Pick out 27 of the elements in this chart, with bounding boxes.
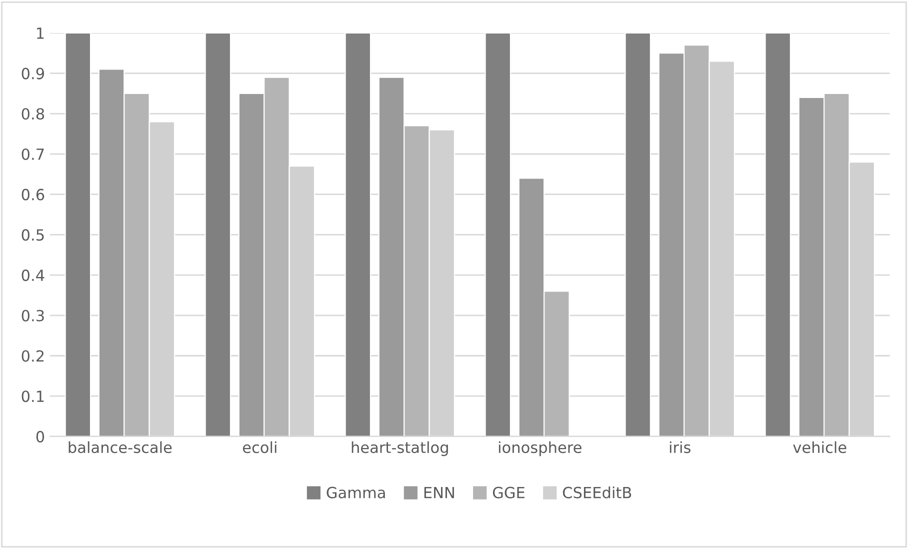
y-tick-label: 0.7 [22, 148, 44, 160]
bar [344, 32, 372, 436]
x-tick-label: iris [670, 441, 690, 454]
y-tick-label: 0.5 [22, 229, 44, 241]
y-tick-label: 0 [36, 430, 44, 442]
x-tick-label: heart-statlog [352, 441, 448, 456]
bar [64, 32, 92, 436]
bar [484, 32, 512, 436]
y-tick-label: 0.6 [22, 188, 44, 200]
legend-label: Gamma [326, 486, 385, 498]
bar [204, 32, 232, 436]
y-tick-label: 0.1 [22, 390, 44, 402]
y-tick-label: 0.3 [22, 310, 44, 322]
bar [764, 32, 792, 436]
y-tick-label: 0.8 [22, 108, 44, 120]
y-tick-label: 0.4 [22, 270, 44, 282]
x-tick-label: vehicle [793, 441, 846, 454]
legend-label: GGE [492, 486, 524, 498]
y-tick-label: 1 [37, 28, 44, 39]
x-tick-label: ecoli [242, 441, 276, 454]
y-tick-label: 0.2 [22, 350, 44, 362]
legend-label: ENN [424, 486, 454, 498]
y-tick-label: 0.9 [22, 68, 44, 80]
x-tick-label: ionosphere [498, 441, 582, 456]
legend-label: CSEEditB [562, 486, 632, 498]
bar [624, 32, 652, 436]
x-tick-label: balance-scale [68, 441, 172, 454]
